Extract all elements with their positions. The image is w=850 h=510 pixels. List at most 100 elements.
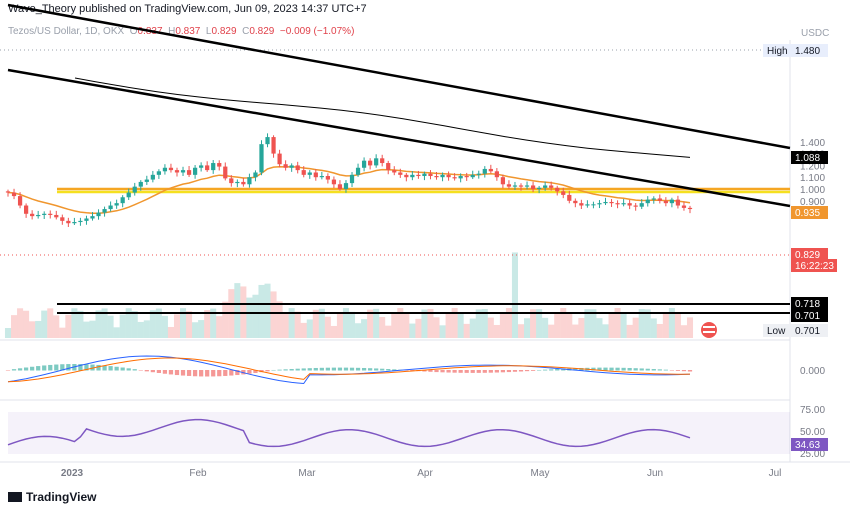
x-tick-label: Feb [189,468,207,479]
x-tick-label: Jun [647,468,663,479]
volume-bar [524,318,531,338]
volume-bar [614,308,621,338]
macd-histogram-bar [669,370,675,371]
candle-body [639,203,644,207]
countdown-tag: 16:22:23 [795,261,834,272]
candle-body [488,168,493,172]
countdown-tag-bg [791,259,837,272]
candle-body [343,183,349,189]
candle-body [434,176,439,178]
candle-body [621,203,626,205]
volume-bar [143,320,150,338]
macd-histogram-bar [361,367,367,371]
candle-body [440,174,445,178]
macd-histogram-bar [337,367,343,371]
volume-bar [632,317,639,338]
volume-bar [596,318,603,338]
candle-body [645,199,650,204]
candle-body [313,172,318,178]
tradingview-brand: TradingView [26,490,97,504]
volume-bar [367,309,374,338]
volume-bar [101,308,108,338]
candle-body [11,192,17,197]
macd-histogram-bar [253,370,258,373]
candle-body [627,203,632,206]
macd-histogram-bar [561,368,566,371]
macd-histogram-bar [331,367,337,371]
candle-body [518,185,524,187]
candle-body [247,177,252,185]
candle-body [506,184,512,187]
support-tag-bg [791,309,828,322]
candle-body [452,177,457,179]
macd-histogram-bar [639,368,644,371]
last-price-tag: 0.829 [795,250,820,261]
candle-body [464,176,469,178]
candle-body [651,198,656,200]
candle-body [23,205,29,214]
volume-bar [650,318,657,338]
volume-bar [173,314,181,338]
candle-body [675,199,681,206]
macd-histogram-bar [211,370,216,377]
symbol-name[interactable]: Tezos/US Dollar, 1D, OKX [8,26,125,37]
x-tick-label: May [531,468,550,479]
volume-bar [439,325,446,338]
volume-bar [644,309,651,338]
volume-bar [421,309,428,338]
rsi-band [8,412,790,454]
volume-bar [192,322,199,338]
currency-label[interactable]: USDC [801,28,830,39]
volume-bar [234,283,241,338]
candle-body [96,212,101,217]
candle-body [325,176,330,180]
tradingview-logo-icon [8,492,22,502]
macd-histogram-bar [199,370,204,377]
candle-body [555,187,560,192]
candle-body [633,205,638,207]
volume-bar [288,308,295,338]
macd-histogram-bar [434,370,439,373]
candle-body [102,209,107,213]
candle-body [5,191,11,193]
volume-bar [379,317,386,338]
volume-bar [373,308,380,338]
rsi-tick-label: 25.00 [800,449,825,460]
volume-bar [306,319,313,338]
candle-body [494,171,499,178]
volume-bar [391,313,398,338]
macd-histogram-bar [494,370,499,373]
macd-histogram-bar [518,370,524,372]
candle-body [368,160,373,166]
macd-histogram-bar [355,367,361,371]
candle-body [319,176,324,178]
macd-histogram-bar [313,367,318,371]
volume-bar [517,324,525,338]
candle-body [428,173,433,177]
volume-bar [548,324,555,338]
volume-bar [83,321,90,338]
candle-body [609,201,614,204]
high-tag-label: High [767,46,788,57]
candle-body [60,217,65,221]
macd-histogram-bar [17,368,23,371]
macd-histogram-bar [537,369,542,371]
macd-histogram-bar [295,368,300,371]
ma-price-tag: 1.088 [795,153,820,164]
volume-bar [409,323,416,338]
change-value: −0.009 (−1.07%) [279,26,355,37]
volume-bar [493,324,500,338]
macd-histogram-bar [458,370,463,373]
macd-histogram-bar [609,367,614,371]
candle-body [217,163,222,167]
candle-body [271,137,276,154]
ema-price-tag-bg [791,206,828,219]
macd-histogram-bar [186,370,192,376]
macd-histogram-bar [343,367,349,371]
ema-price-tag: 0.935 [795,208,820,219]
ma-price-tag-bg [791,151,828,164]
macd-histogram-bar [265,370,270,372]
macd-histogram-bar [126,368,131,371]
macd-histogram-bar [476,370,481,373]
